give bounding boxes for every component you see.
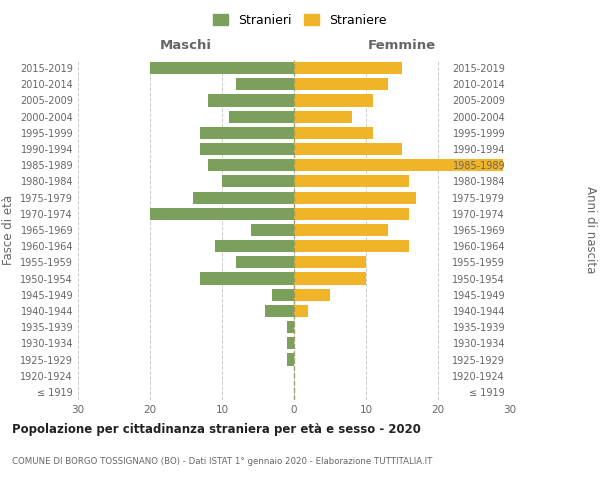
Bar xyxy=(294,305,308,317)
Bar xyxy=(287,354,294,366)
Bar xyxy=(294,78,388,90)
Bar xyxy=(150,62,294,74)
Bar xyxy=(287,321,294,333)
Text: Popolazione per cittadinanza straniera per età e sesso - 2020: Popolazione per cittadinanza straniera p… xyxy=(12,422,421,436)
Bar xyxy=(294,208,409,220)
Bar xyxy=(200,127,294,139)
Bar xyxy=(294,176,409,188)
Bar xyxy=(193,192,294,203)
Bar xyxy=(294,110,352,122)
Text: Maschi: Maschi xyxy=(160,39,212,52)
Bar xyxy=(294,62,402,74)
Bar xyxy=(200,143,294,155)
Bar xyxy=(222,176,294,188)
Bar xyxy=(294,240,409,252)
Bar xyxy=(272,288,294,301)
Bar xyxy=(215,240,294,252)
Bar xyxy=(236,256,294,268)
Text: Anni di nascita: Anni di nascita xyxy=(584,186,597,274)
Bar xyxy=(294,256,366,268)
Bar xyxy=(208,159,294,172)
Bar xyxy=(251,224,294,236)
Text: COMUNE DI BORGO TOSSIGNANO (BO) - Dati ISTAT 1° gennaio 2020 - Elaborazione TUTT: COMUNE DI BORGO TOSSIGNANO (BO) - Dati I… xyxy=(12,458,433,466)
Bar xyxy=(294,288,330,301)
Legend: Stranieri, Straniere: Stranieri, Straniere xyxy=(208,8,392,32)
Bar xyxy=(294,127,373,139)
Bar xyxy=(294,94,373,106)
Bar xyxy=(287,338,294,349)
Text: Femmine: Femmine xyxy=(368,39,436,52)
Bar xyxy=(200,272,294,284)
Y-axis label: Fasce di età: Fasce di età xyxy=(2,195,15,265)
Bar xyxy=(265,305,294,317)
Bar xyxy=(229,110,294,122)
Bar xyxy=(294,159,503,172)
Bar xyxy=(294,143,402,155)
Bar xyxy=(236,78,294,90)
Bar xyxy=(294,272,366,284)
Bar xyxy=(294,192,416,203)
Bar xyxy=(294,224,388,236)
Bar xyxy=(208,94,294,106)
Bar xyxy=(150,208,294,220)
